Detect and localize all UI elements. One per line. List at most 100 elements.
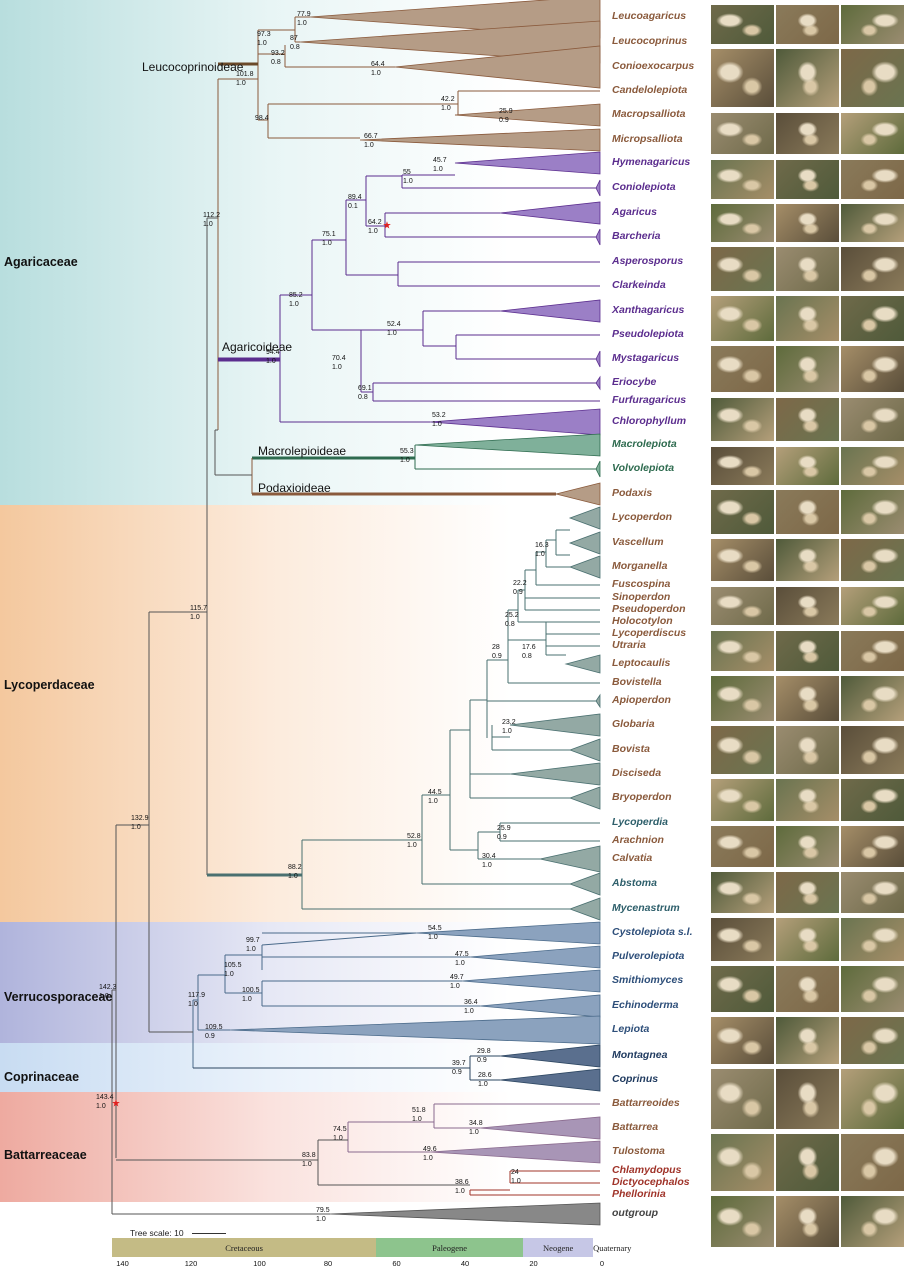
- collapsed-clade-triangle: [568, 872, 601, 896]
- node-age: 99.7: [246, 937, 260, 944]
- node-support: 1.0: [403, 178, 413, 185]
- collapsed-clade-triangle: [568, 897, 601, 921]
- node-age: 36.4: [464, 999, 478, 1006]
- specimen-photo: [840, 345, 905, 393]
- node-label: 99.7 1.0: [246, 937, 260, 954]
- specimen-photo: [710, 538, 775, 582]
- node-age: 25.9: [497, 825, 511, 832]
- node-support: 1.0: [469, 1129, 479, 1136]
- collapsed-clade-triangle: [454, 103, 601, 127]
- specimen-photo: [710, 203, 775, 243]
- subfamily-label: Leucocoprinoideae: [142, 60, 244, 74]
- axis-tick-label: 100: [253, 1259, 266, 1268]
- node-label: 42.2 1.0: [441, 96, 455, 113]
- collapsed-clade-triangle: [555, 482, 601, 506]
- node-age: 93.2: [271, 50, 285, 57]
- node-age: 66.7: [364, 133, 378, 140]
- node-age: 64.2: [368, 219, 382, 226]
- node-label: 34.8 1.0: [469, 1120, 483, 1137]
- node-label: 25.9 0.9: [499, 108, 513, 125]
- node-label: 25.2 0.8: [505, 612, 519, 629]
- node-label: 45.7 1.0: [433, 157, 447, 174]
- collapsed-clade-triangle: [479, 994, 601, 1018]
- node-label: 36.4 1.0: [464, 999, 478, 1016]
- node-support: 1.0: [407, 842, 417, 849]
- genus-label: Dictyocephalos: [612, 1176, 690, 1188]
- node-label: 55.3 1.0: [400, 448, 414, 465]
- specimen-photo: [710, 397, 775, 442]
- node-support: 1.0: [478, 1081, 488, 1088]
- node-age: 100.5: [242, 987, 260, 994]
- genus-label: Chlorophyllum: [612, 415, 687, 427]
- node-support: 1.0: [428, 798, 438, 805]
- specimen-photo: [775, 397, 840, 442]
- specimen-photo: [710, 778, 775, 822]
- genus-label: Pseudoperdon: [612, 603, 686, 615]
- genus-label: Battarrea: [612, 1121, 659, 1133]
- specimen-photo: [775, 489, 840, 535]
- specimen-photo: [775, 203, 840, 243]
- node-label: 52.8 1.0: [407, 833, 421, 850]
- specimen-photo: [775, 1133, 840, 1192]
- node-support: 1.0: [224, 971, 234, 978]
- specimen-photo: [840, 1133, 905, 1192]
- genus-label: Asperosporus: [612, 255, 684, 267]
- node-label: 24 1.0: [511, 1169, 521, 1186]
- specimen-photo: [840, 965, 905, 1013]
- node-support: 1.0: [450, 983, 460, 990]
- family-label: Agaricaceae: [4, 255, 78, 269]
- specimen-photo: [840, 538, 905, 582]
- node-label: 28 0.9: [492, 644, 502, 661]
- node-age: 74.5: [333, 1126, 347, 1133]
- genus-label: Macrolepiota: [612, 438, 677, 450]
- collapsed-clade-triangle: [499, 201, 601, 225]
- node-label: 88.2 1.0: [288, 864, 302, 881]
- genus-label: Sinoperdon: [612, 591, 671, 603]
- genus-label: Lycoperdia: [612, 816, 669, 828]
- specimen-photo: [840, 778, 905, 822]
- collapsed-clade-triangle: [595, 375, 601, 391]
- node-support: 1.0: [302, 1161, 312, 1168]
- specimen-photo: [710, 295, 775, 342]
- axis-tick-label: 80: [323, 1259, 333, 1268]
- collapsed-clade-triangle: [595, 693, 601, 709]
- genus-label: Candelolepiota: [612, 84, 688, 96]
- node-label: 101.8 1.0: [236, 71, 254, 88]
- genus-label: outgroup: [612, 1207, 659, 1219]
- node-support: 1.0: [428, 934, 438, 941]
- node-support: 0.1: [348, 203, 358, 210]
- specimen-photo: [710, 4, 775, 45]
- node-age: 49.7: [450, 974, 464, 981]
- node-label: 98.4: [255, 115, 269, 124]
- node-age: 77.9: [297, 11, 311, 18]
- node-label: 87 0.8: [290, 35, 300, 52]
- subfamily-label: Podaxioideae: [258, 481, 331, 495]
- axis-tick-label: 20: [529, 1259, 538, 1268]
- genus-label: Lepiota: [612, 1023, 650, 1035]
- specimen-photo: [775, 446, 840, 486]
- node-support: 1.0: [242, 996, 252, 1003]
- node-label: 93.2 0.8: [271, 50, 285, 67]
- genus-label: Hymenagaricus: [612, 156, 691, 168]
- genus-label: Smithiomyces: [612, 974, 684, 986]
- genus-label: Cystolepiota s.l.: [612, 926, 693, 938]
- specimen-photo: [710, 489, 775, 535]
- specimen-photo: [710, 246, 775, 292]
- specimen-photo: [840, 112, 905, 155]
- era-segment: Paleogene: [375, 1238, 524, 1257]
- specimen-photo: [775, 1195, 840, 1248]
- specimen-photo: [840, 159, 905, 200]
- node-age: 44.5: [428, 789, 442, 796]
- node-label: 52.4 1.0: [387, 321, 401, 338]
- specimen-photo: [775, 630, 840, 672]
- node-label: 64.2 1.0: [368, 219, 382, 236]
- era-segment: Neogene: [523, 1238, 594, 1257]
- specimen-photo: [840, 586, 905, 626]
- node-support: 1.0: [333, 1135, 343, 1142]
- genus-label: Utraria: [612, 639, 646, 651]
- node-support: 1.0: [266, 358, 276, 365]
- node-age: 53.2: [432, 412, 446, 419]
- node-age: 42.2: [441, 96, 455, 103]
- node-support: 1.0: [332, 364, 342, 371]
- node-label: 28.6 1.0: [478, 1072, 492, 1089]
